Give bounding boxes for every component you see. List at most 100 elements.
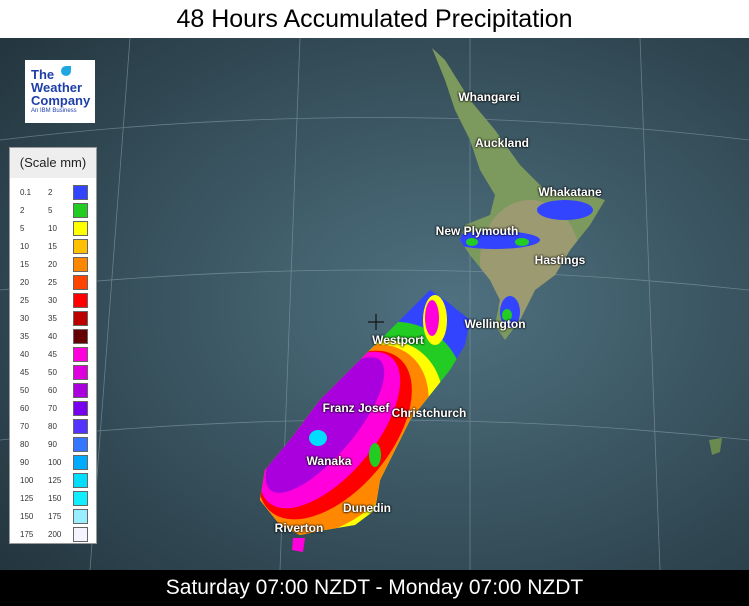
legend-to: 125 [48,476,62,485]
legend-swatch [73,257,88,272]
legend-row: 150 175 [10,508,98,526]
legend-swatch [73,527,88,542]
legend-to: 40 [48,332,57,341]
legend-swatch [73,455,88,470]
legend-row: 70 80 [10,418,98,436]
weather-company-logo: The Weather Company An IBM Business [25,60,95,123]
legend-from: 30 [20,314,29,323]
legend-row: 90 100 [10,454,98,472]
city-label-wanaka: Wanaka [306,454,352,468]
logo-line-2: Weather [31,80,83,95]
map-title: 48 Hours Accumulated Precipitation [0,0,749,38]
legend-swatch [73,221,88,236]
legend-from: 20 [20,278,29,287]
city-label-westport: Westport [372,333,424,347]
legend-row: 80 90 [10,436,98,454]
legend-from: 125 [20,494,34,503]
legend-swatch [73,509,88,524]
legend-to: 30 [48,296,57,305]
legend-swatch [73,419,88,434]
legend-from: 60 [20,404,29,413]
legend-swatch [73,401,88,416]
legend-from: 175 [20,530,34,539]
city-label-riverton: Riverton [274,521,324,535]
legend-row: 60 70 [10,400,98,418]
legend-row: 100 125 [10,472,98,490]
stewart-island [292,538,305,552]
legend-to: 50 [48,368,57,377]
legend-from: 2 [20,206,25,215]
precipitation-map[interactable]: Whangarei Auckland Whakatane New Plymout… [0,37,749,571]
legend-from: 150 [20,512,34,521]
precipitation-legend: (Scale mm) 0.1 2 2 5 5 10 10 15 15 20 20 25 25 30 30 35… [9,147,97,544]
legend-row: 175 200 [10,526,98,544]
legend-row: 15 20 [10,256,98,274]
legend-to: 100 [48,458,62,467]
city-label-whangarei: Whangarei [458,90,520,104]
city-label-franz-josef: Franz Josef [322,401,390,415]
legend-row: 25 30 [10,292,98,310]
logo-subtitle: An IBM Business [31,108,77,114]
legend-swatch [73,365,88,380]
legend-from: 80 [20,440,29,449]
city-label-whakatane: Whakatane [538,185,602,199]
legend-title: (Scale mm) [10,148,96,178]
chatham-islands [709,438,722,455]
legend-to: 60 [48,386,57,395]
legend-from: 100 [20,476,34,485]
legend-row: 5 10 [10,220,98,238]
legend-row: 20 25 [10,274,98,292]
legend-row: 30 35 [10,310,98,328]
legend-to: 20 [48,260,57,269]
legend-row: 10 15 [10,238,98,256]
city-label-dunedin: Dunedin [343,501,391,515]
legend-swatch [73,347,88,362]
legend-swatch [73,311,88,326]
city-label-christchurch: Christchurch [391,406,467,420]
legend-swatch [73,239,88,254]
legend-swatch [73,293,88,308]
legend-from: 50 [20,386,29,395]
legend-to: 175 [48,512,62,521]
legend-to: 150 [48,494,62,503]
time-range: Saturday 07:00 NZDT - Monday 07:00 NZDT [0,570,749,606]
legend-to: 45 [48,350,57,359]
legend-to: 90 [48,440,57,449]
legend-to: 15 [48,242,57,251]
legend-to: 35 [48,314,57,323]
legend-swatch [73,491,88,506]
legend-from: 90 [20,458,29,467]
legend-swatch [73,383,88,398]
legend-from: 0.1 [20,188,32,197]
city-label-hastings: Hastings [534,253,586,267]
logo-line-3: Company [31,93,91,108]
legend-row: 50 60 [10,382,98,400]
legend-row: 0.1 2 [10,184,98,202]
water-drop-icon [61,66,71,76]
city-label-new-plymouth: New Plymouth [435,224,519,238]
legend-from: 5 [20,224,25,233]
legend-row: 35 40 [10,328,98,346]
legend-row: 40 45 [10,346,98,364]
crosshair-icon [368,314,384,330]
legend-swatch [73,329,88,344]
legend-to: 10 [48,224,57,233]
legend-to: 5 [48,206,53,215]
legend-swatch [73,203,88,218]
legend-from: 40 [20,350,29,359]
map-canvas [0,37,749,571]
legend-row: 45 50 [10,364,98,382]
legend-from: 70 [20,422,29,431]
logo-line-1: The [31,67,55,82]
legend-to: 25 [48,278,57,287]
legend-from: 45 [20,368,29,377]
legend-swatch [73,185,88,200]
legend-to: 200 [48,530,62,539]
legend-swatch [73,437,88,452]
legend-from: 35 [20,332,29,341]
legend-from: 25 [20,296,29,305]
legend-row: 125 150 [10,490,98,508]
city-label-auckland: Auckland [474,136,530,150]
legend-to: 80 [48,422,57,431]
